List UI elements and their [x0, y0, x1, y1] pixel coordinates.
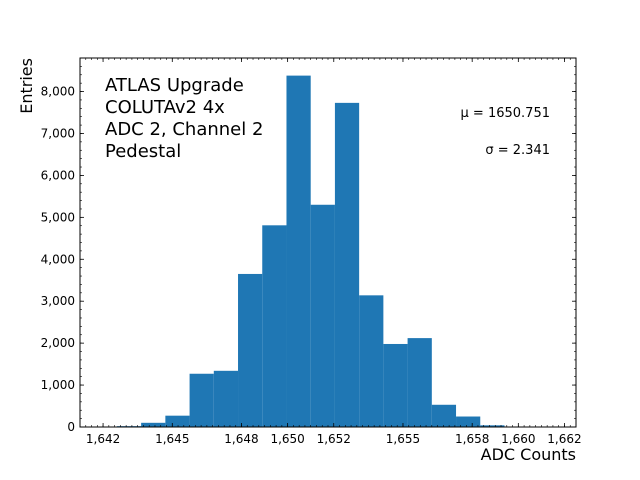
histogram-bar-1 [141, 422, 166, 427]
annotation-line-4: Pedestal [105, 141, 181, 162]
x-tick-label: 1,645 [155, 432, 189, 446]
y-tick-label: 6,000 [41, 168, 75, 182]
y-tick-label: 2,000 [41, 336, 75, 350]
histogram-bars [116, 75, 505, 428]
x-tick-label: 1,652 [317, 432, 351, 446]
y-tick-label: 0 [67, 420, 75, 434]
stat-mean: μ = 1650.751 [461, 106, 550, 121]
y-axis: 0 1,000 2,000 3,000 4,000 5,000 6,000 7,000 8,00… [41, 57, 576, 434]
y-axis-label: Entries [17, 58, 36, 114]
histogram-bar-9 [334, 102, 360, 428]
x-axis-label: ADC Counts [481, 445, 576, 464]
x-axis: 1,642 1,645 1,648 1,650 1,652 1,655 1,658 1,660… [79, 58, 582, 446]
x-tick-label: 1,642 [86, 432, 120, 446]
x-tick-label: 1,650 [270, 432, 304, 446]
y-tick-label: 7,000 [41, 126, 75, 140]
y-tick-label: 8,000 [41, 85, 75, 99]
x-tick-label: 1,662 [547, 432, 581, 446]
histogram-bar-13 [431, 404, 457, 427]
histogram-bar-7 [286, 75, 311, 428]
histogram-bar-15 [480, 425, 505, 427]
histogram-bar-10 [359, 295, 384, 427]
y-tick-label: 1,000 [41, 378, 75, 392]
x-tick-label: 1,660 [501, 432, 535, 446]
histogram-bar-8 [310, 204, 335, 427]
annotation-line-1: ATLAS Upgrade [105, 75, 244, 96]
annotation-line-2: COLUTAv2 4x [105, 97, 225, 118]
histogram-bar-6 [262, 225, 287, 427]
x-tick-label: 1,658 [455, 432, 489, 446]
annotation-line-3: ADC 2, Channel 2 [105, 119, 263, 140]
x-tick-label: 1,655 [386, 432, 420, 446]
histogram-bar-11 [383, 343, 408, 427]
histogram-bar-14 [456, 416, 481, 427]
y-tick-label: 3,000 [41, 294, 75, 308]
histogram-bar-3 [189, 373, 214, 427]
histogram-bar-5 [238, 273, 263, 427]
stat-sigma: σ = 2.341 [485, 143, 550, 158]
y-tick-label: 5,000 [41, 210, 75, 224]
y-tick-label: 4,000 [41, 252, 75, 266]
histogram-bar-12 [407, 338, 432, 427]
histogram-bar-2 [165, 415, 190, 427]
x-tick-label: 1,648 [224, 432, 258, 446]
histogram-bar-4 [213, 370, 239, 427]
